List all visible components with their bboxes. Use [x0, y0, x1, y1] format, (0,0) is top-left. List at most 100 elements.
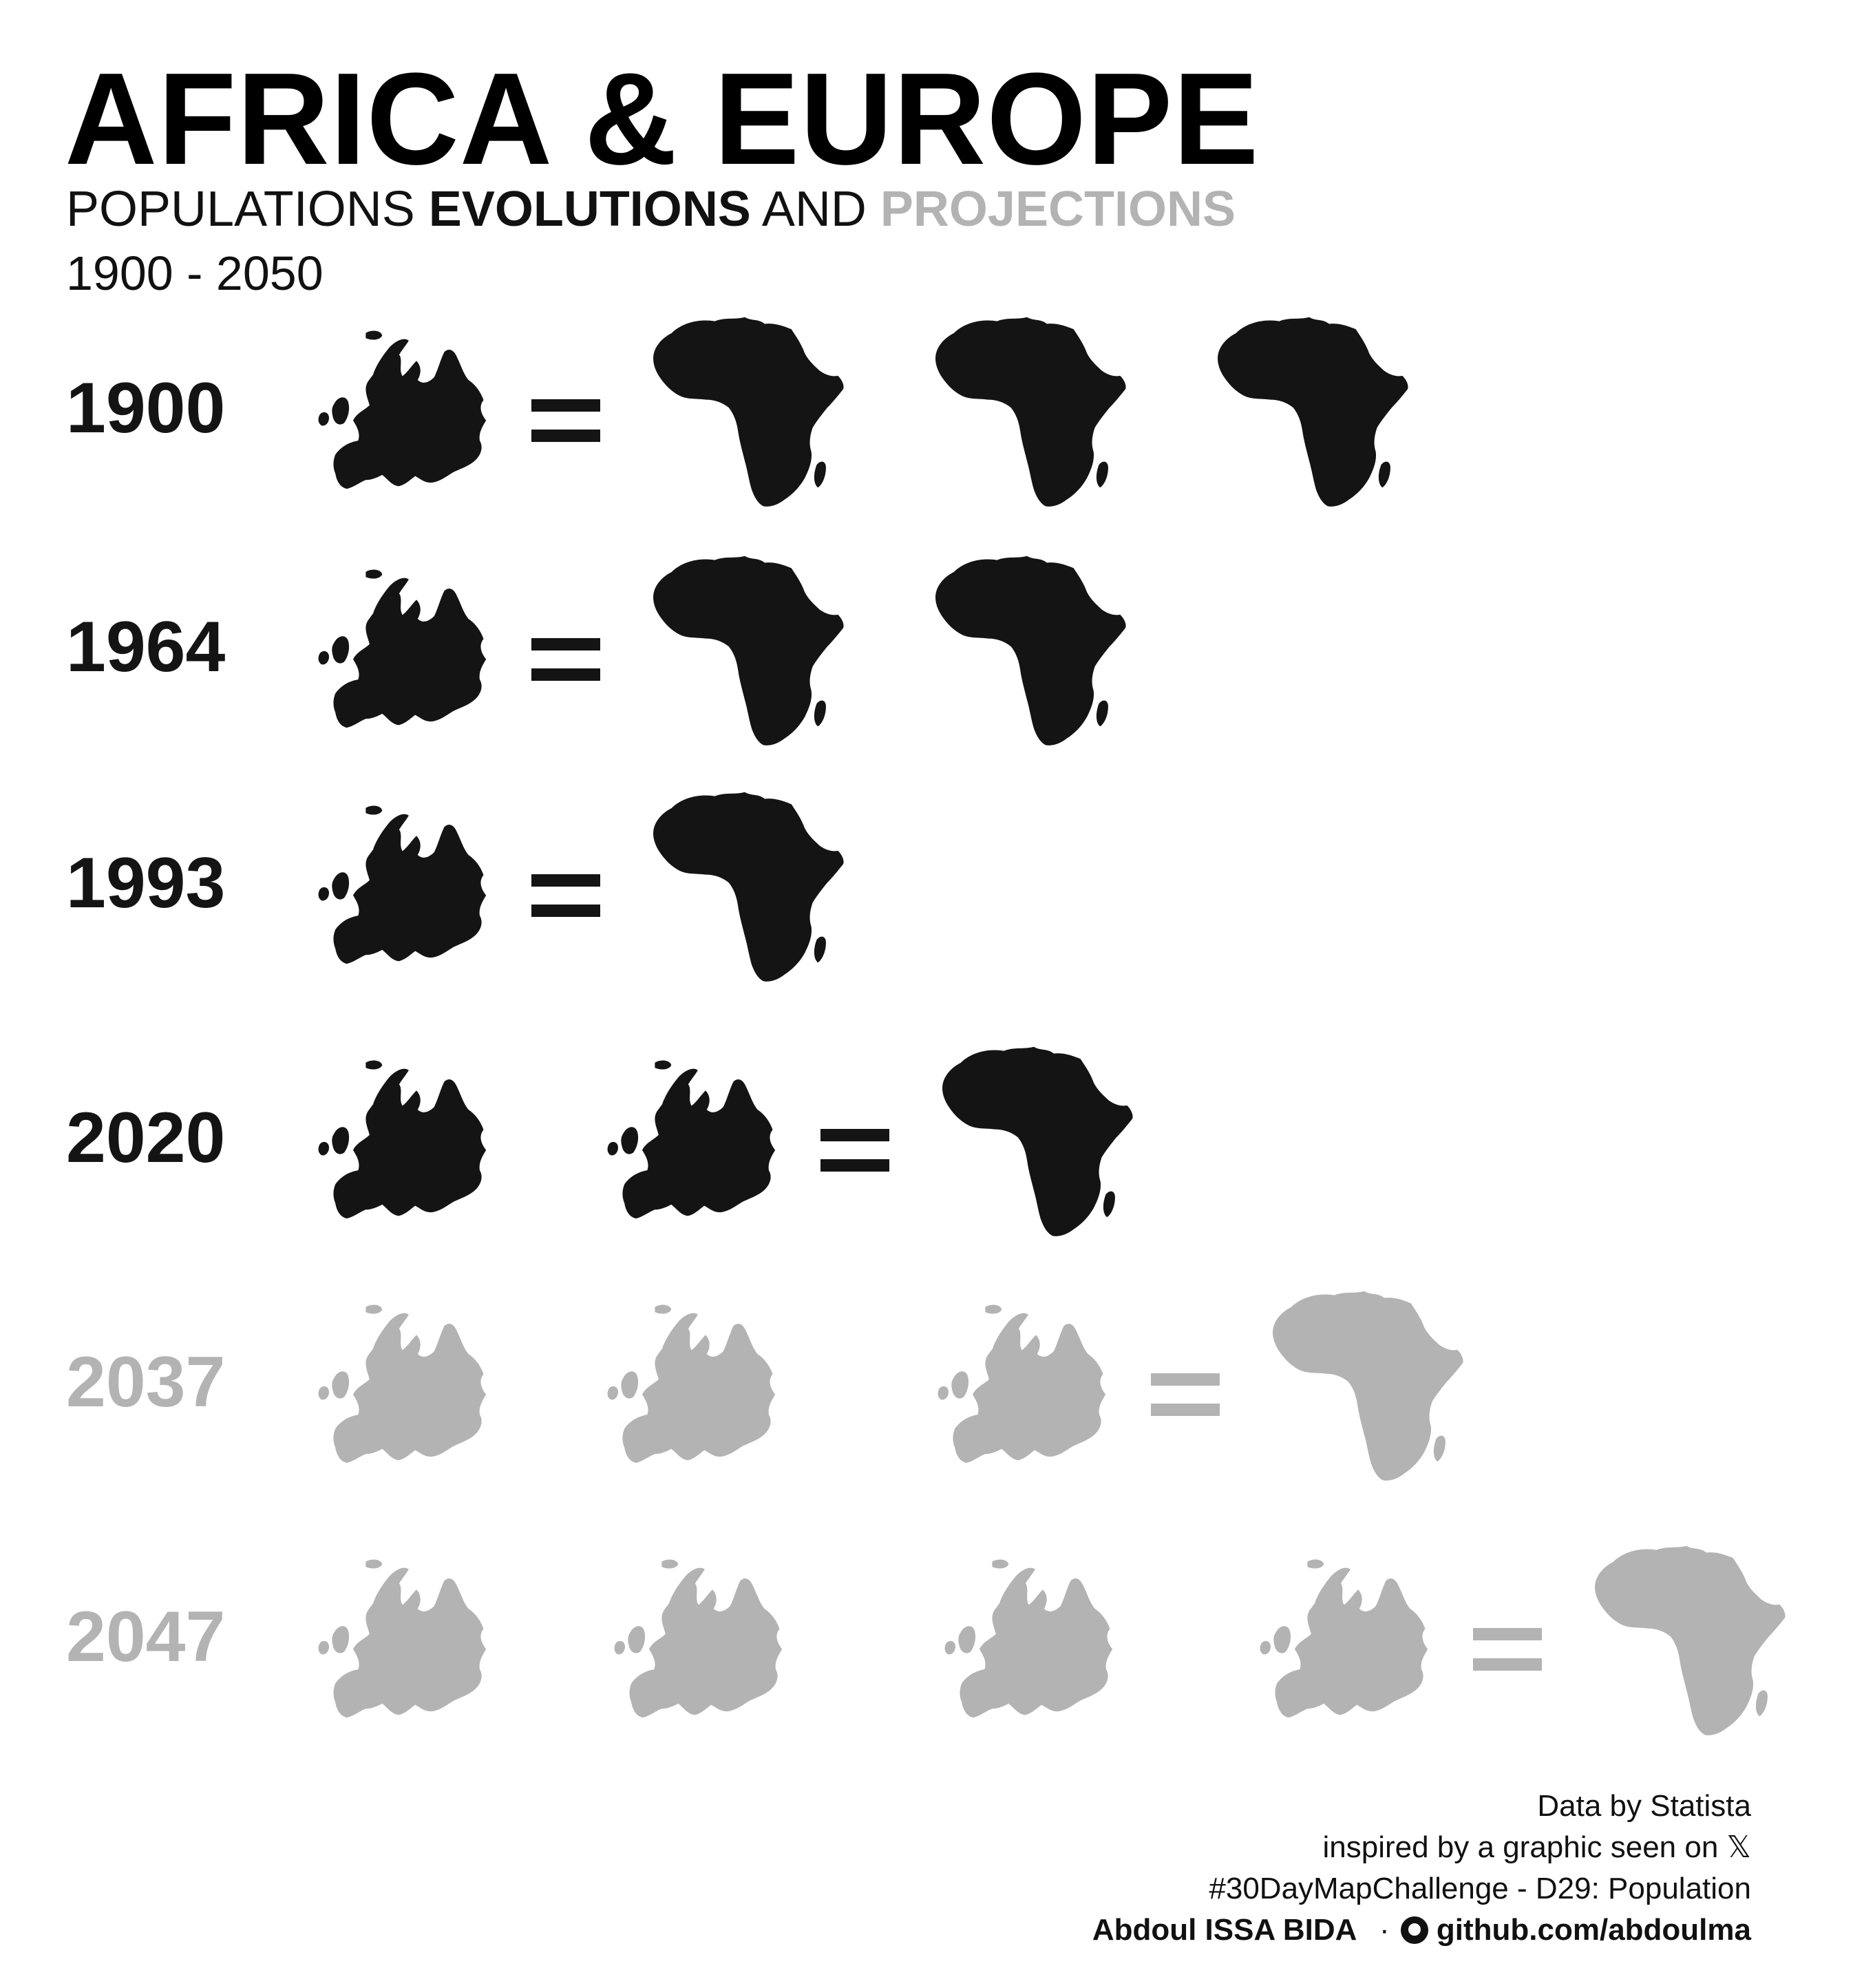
scandinavia — [373, 814, 409, 856]
africa-continent — [1273, 1291, 1463, 1481]
madagascar — [1433, 1435, 1445, 1462]
great-britain — [332, 636, 350, 664]
page-title: AFRICA & EUROPE — [65, 46, 1260, 192]
subtitle-projections: PROJECTIONS — [880, 182, 1236, 237]
iceland — [366, 330, 383, 340]
europe-map — [318, 330, 487, 489]
great-britain — [332, 1626, 350, 1653]
subtitle: POPULATIONS EVOLUTIONS AND PROJECTIONS — [66, 184, 1236, 234]
scandinavia — [373, 1068, 409, 1111]
europe-mainland — [333, 1578, 487, 1718]
scandinavia — [373, 339, 409, 381]
iceland — [655, 1060, 672, 1070]
europe-mainland — [333, 1323, 487, 1463]
scandinavia — [993, 1313, 1028, 1355]
europe-map — [614, 1559, 783, 1718]
europe-mainland — [333, 824, 487, 964]
europe-map — [318, 569, 487, 728]
madagascar — [1755, 1690, 1768, 1717]
scandinavia — [1315, 1567, 1351, 1610]
equals-sign — [531, 638, 600, 686]
subtitle-populations: POPULATIONS — [66, 182, 415, 237]
africa-continent — [942, 1046, 1133, 1236]
subtitle-evolutions: EVOLUTIONS — [428, 182, 751, 237]
africa-map — [653, 556, 844, 746]
ireland — [607, 1141, 618, 1156]
great-britain — [958, 1626, 976, 1653]
footer-source: Data by Statista — [1537, 1789, 1751, 1823]
equals-sign — [531, 399, 600, 447]
europe-mainland — [622, 1079, 776, 1219]
iceland — [992, 1559, 1009, 1569]
europe-map — [318, 1304, 487, 1463]
ireland — [318, 887, 329, 901]
europe-mainland — [622, 1323, 776, 1463]
iceland — [1307, 1559, 1324, 1569]
europe-mainland — [953, 1323, 1106, 1463]
great-britain — [951, 1371, 969, 1399]
great-britain — [332, 397, 350, 425]
africa-map — [935, 317, 1126, 507]
europe-map — [944, 1559, 1113, 1718]
europe-map — [318, 1559, 487, 1718]
europe-mainland — [960, 1578, 1113, 1718]
madagascar — [1096, 461, 1108, 488]
iceland — [366, 805, 383, 815]
iceland — [655, 1304, 672, 1314]
year-label-2020: 2020 — [66, 1098, 226, 1178]
africa-continent — [935, 317, 1126, 507]
year-label-1964: 1964 — [66, 607, 226, 687]
africa-map — [653, 792, 844, 982]
europe-map — [318, 1060, 487, 1219]
europe-mainland — [1275, 1578, 1428, 1718]
scandinavia — [373, 578, 409, 620]
great-britain — [1273, 1626, 1291, 1653]
madagascar — [814, 936, 826, 963]
africa-map — [935, 556, 1126, 746]
equals-sign — [1151, 1373, 1220, 1421]
madagascar — [1096, 700, 1108, 727]
iceland — [985, 1304, 1002, 1314]
year-label-2037: 2037 — [66, 1342, 226, 1422]
europe-mainland — [629, 1578, 783, 1718]
europe-map — [607, 1304, 776, 1463]
madagascar — [814, 700, 826, 727]
ireland — [1260, 1640, 1271, 1655]
africa-continent — [935, 556, 1126, 746]
ireland — [938, 1386, 949, 1400]
ireland — [318, 412, 329, 426]
ireland — [614, 1640, 625, 1655]
iceland — [366, 1060, 383, 1070]
europe-mainland — [333, 349, 487, 489]
europe-map — [318, 805, 487, 964]
africa-continent — [653, 792, 844, 982]
africa-continent — [1218, 317, 1408, 507]
footer-credit: Abdoul ISSA BIDA · github.com/abdoulma — [1092, 1915, 1751, 1945]
africa-map — [1218, 317, 1408, 507]
ireland — [318, 1141, 329, 1156]
great-britain — [332, 1127, 350, 1154]
europe-map — [938, 1304, 1106, 1463]
year-label-2047: 2047 — [66, 1597, 226, 1677]
ireland — [607, 1386, 618, 1400]
year-range: 1900 - 2050 — [66, 246, 324, 300]
africa-map — [1595, 1545, 1786, 1735]
europe-map — [1260, 1559, 1428, 1718]
github-icon — [1400, 1916, 1428, 1944]
footer-challenge: #30DayMapChallenge - D29: Population — [1209, 1872, 1751, 1905]
europe-map — [607, 1060, 776, 1219]
equals-sign — [820, 1129, 889, 1177]
footer-inspired: inspired by a graphic seen on 𝕏 — [1322, 1830, 1752, 1864]
africa-continent — [653, 556, 844, 746]
footer-separator: · — [1379, 1913, 1390, 1947]
github-link[interactable]: github.com/abdoulma — [1436, 1913, 1751, 1947]
scandinavia — [999, 1567, 1035, 1610]
madagascar — [814, 461, 826, 488]
scandinavia — [662, 1313, 698, 1355]
scandinavia — [662, 1068, 698, 1111]
africa-map — [653, 317, 844, 507]
ireland — [318, 1640, 329, 1655]
author-name: Abdoul ISSA BIDA — [1092, 1913, 1356, 1947]
ireland — [318, 651, 329, 665]
scandinavia — [669, 1567, 705, 1610]
